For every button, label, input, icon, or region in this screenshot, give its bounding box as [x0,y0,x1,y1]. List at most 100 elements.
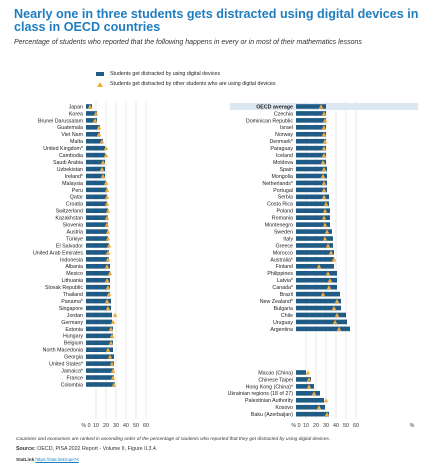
category-label: Latvia* [277,278,293,284]
others-marker [321,145,327,151]
category-label: Philippines [267,271,293,277]
others-marker [321,166,327,172]
x-tick-label: 60 [143,423,149,429]
bar [86,368,114,373]
category-label: Netherlands* [262,181,293,187]
statlink: StatLink https://stat.link/oqe74 [16,457,79,462]
others-marker [92,118,98,123]
others-marker [321,125,327,130]
others-marker [322,118,328,123]
chart-note: Countries and economies are ranked in as… [16,437,331,442]
category-label: Saudi Arabia [53,160,83,166]
bar [86,173,105,179]
bar [296,397,324,403]
chart-subtitle: Percentage of students who reported that… [14,39,362,46]
others-marker [106,291,112,297]
others-marker [104,194,110,199]
others-marker [104,278,110,283]
others-marker [105,250,111,255]
category-label: Greece [276,243,293,249]
category-label: Italy [283,236,293,242]
bar [86,277,110,283]
others-marker [324,229,330,234]
others-marker [104,215,110,220]
others-marker [99,166,105,172]
bar [86,118,97,123]
bar [296,243,333,248]
others-marker [104,222,110,227]
bar [296,180,327,186]
bar [296,291,340,297]
bar [86,291,110,297]
others-marker [322,222,328,227]
bar [296,145,326,151]
bar [296,125,326,130]
category-label: Finland [276,264,293,270]
others-marker [321,194,327,199]
category-label: United Arab Emirates [33,250,83,256]
others-marker [105,208,111,213]
category-label: Moldova [273,160,293,166]
category-label: Cambodia [59,153,83,159]
legend-item-own: Students get distracted by using digital… [96,69,275,79]
legend-label-others: Students get distracted by other student… [110,81,276,87]
bar [296,194,329,200]
bar [86,305,111,311]
category-label: Chile [281,313,293,319]
others-marker [334,298,340,304]
category-label: Mexico [66,271,83,277]
others-marker [93,111,99,116]
bar [86,333,113,339]
bar [296,215,330,220]
category-label: France [67,375,84,381]
others-marker [331,257,337,262]
bar [296,277,337,283]
category-label: Türkiye [66,236,83,242]
others-marker [331,305,337,311]
bar [86,111,97,116]
category-label: Palestinian Authority [245,398,293,404]
others-marker [103,145,109,151]
category-label: Estonia [65,327,83,333]
bar [86,194,107,200]
others-marker [104,298,110,304]
category-label: Belgium [64,341,84,347]
category-label: Kosovo [275,405,293,411]
statlink-url[interactable]: https://stat.link/oqe74 [35,457,79,462]
category-label: Australia* [270,257,293,263]
others-marker [336,326,342,331]
others-marker [326,284,332,290]
x-tick-label: 40 [123,423,129,429]
category-label: Thailand [63,292,83,298]
bar [86,138,103,144]
category-label: Colombia [61,382,83,388]
category-label: Baku (Azerbaijan) [251,412,293,418]
others-marker [106,243,112,248]
bar [296,187,327,193]
others-marker [305,370,311,375]
bar [86,166,105,172]
category-label: Serbia [278,195,293,201]
bar [86,264,110,269]
others-marker [107,271,113,276]
category-label: Lithuania [61,278,83,284]
others-marker [320,173,326,178]
bar [86,243,109,248]
bar [296,229,332,234]
statlink-label: StatLink [16,457,35,462]
others-marker [105,347,111,352]
legend: Students get distracted by using digital… [96,69,275,89]
others-marker [321,187,327,192]
category-label: Hong Kong (China)* [246,384,293,390]
x-tick-label: 50 [343,423,349,429]
others-marker [96,132,102,137]
bar [296,236,333,241]
legend-triangle-marker [97,81,103,87]
others-marker [321,152,327,158]
others-marker [104,201,110,206]
bar [86,298,111,304]
category-label: Qatar [70,195,83,201]
category-label: Indonesia [60,257,83,263]
category-label: Poland [277,209,294,215]
category-label: Paraguay [270,146,293,152]
